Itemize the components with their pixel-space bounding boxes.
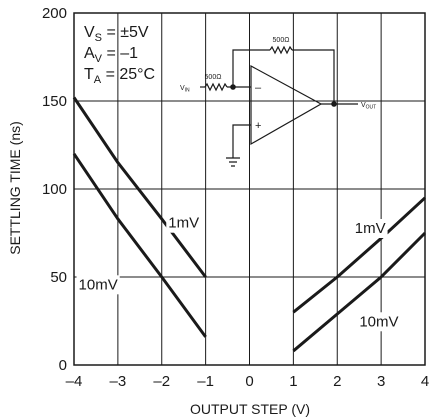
y-tick-label: 100 [42, 181, 67, 198]
grid [74, 13, 425, 365]
series-group [72, 96, 427, 353]
x-tick-label: –1 [197, 373, 214, 390]
condition-line: AV = –1 [84, 45, 138, 65]
condition-line: VS = ±5V [84, 24, 149, 44]
feedback-resistor [269, 45, 293, 55]
op-amp-triangle [250, 64, 323, 146]
series-line [292, 196, 427, 314]
vout-label: VOUT [361, 102, 376, 111]
output-node [331, 101, 337, 107]
feedback-wire-left [232, 49, 270, 87]
curve-label: 1mV [168, 215, 199, 232]
curve-label: 10mV [79, 276, 118, 293]
y-tick-label: 200 [42, 5, 67, 22]
series-line [72, 152, 207, 338]
feedback-resistor-label: 500Ω [273, 37, 290, 44]
y-tick-label: 150 [42, 93, 67, 110]
condition-line: TA = 25°C [84, 66, 155, 86]
x-tick-label: 1 [289, 373, 297, 390]
x-tick-label: 4 [421, 373, 429, 390]
input-resistor [204, 82, 228, 92]
curve-label-background [166, 213, 202, 233]
curve-labels: 1mV 10mV 1mV 10mV [76, 213, 401, 332]
minus-input-sign: – [255, 82, 262, 94]
amplifier-schematic [200, 45, 358, 167]
x-axis-title: OUTPUT STEP (V) [190, 401, 310, 417]
series-line [292, 231, 427, 353]
x-tick-label: –3 [110, 373, 127, 390]
y-axis-title: SETTLING TIME (ns) [7, 121, 23, 255]
x-tick-label: 3 [377, 373, 385, 390]
vin-label: VIN [180, 85, 190, 94]
x-tick-label: –4 [66, 373, 83, 390]
input-resistor-label: 500Ω [205, 74, 222, 81]
x-tick-label: –2 [153, 373, 170, 390]
y-tick-label: 50 [50, 269, 67, 286]
curve-label: 10mV [359, 313, 398, 330]
x-tick-label: 2 [333, 373, 341, 390]
feedback-wire-right [292, 49, 335, 104]
series-line [72, 96, 207, 278]
plus-input-sign: + [255, 120, 261, 132]
curve-label-background [357, 312, 401, 332]
curve-label: 1mV [355, 220, 386, 237]
curve-label-background [352, 219, 388, 238]
ground-wire [232, 124, 251, 158]
curve-label-background [76, 275, 120, 295]
ground-icon [226, 157, 240, 167]
plot-frame [73, 12, 426, 366]
y-tick-label: 0 [59, 357, 67, 374]
tick-labels: –4 –3 –2 –1 0 1 2 3 4 0 50 100 150 200 [42, 5, 429, 390]
x-tick-label: 0 [245, 373, 253, 390]
